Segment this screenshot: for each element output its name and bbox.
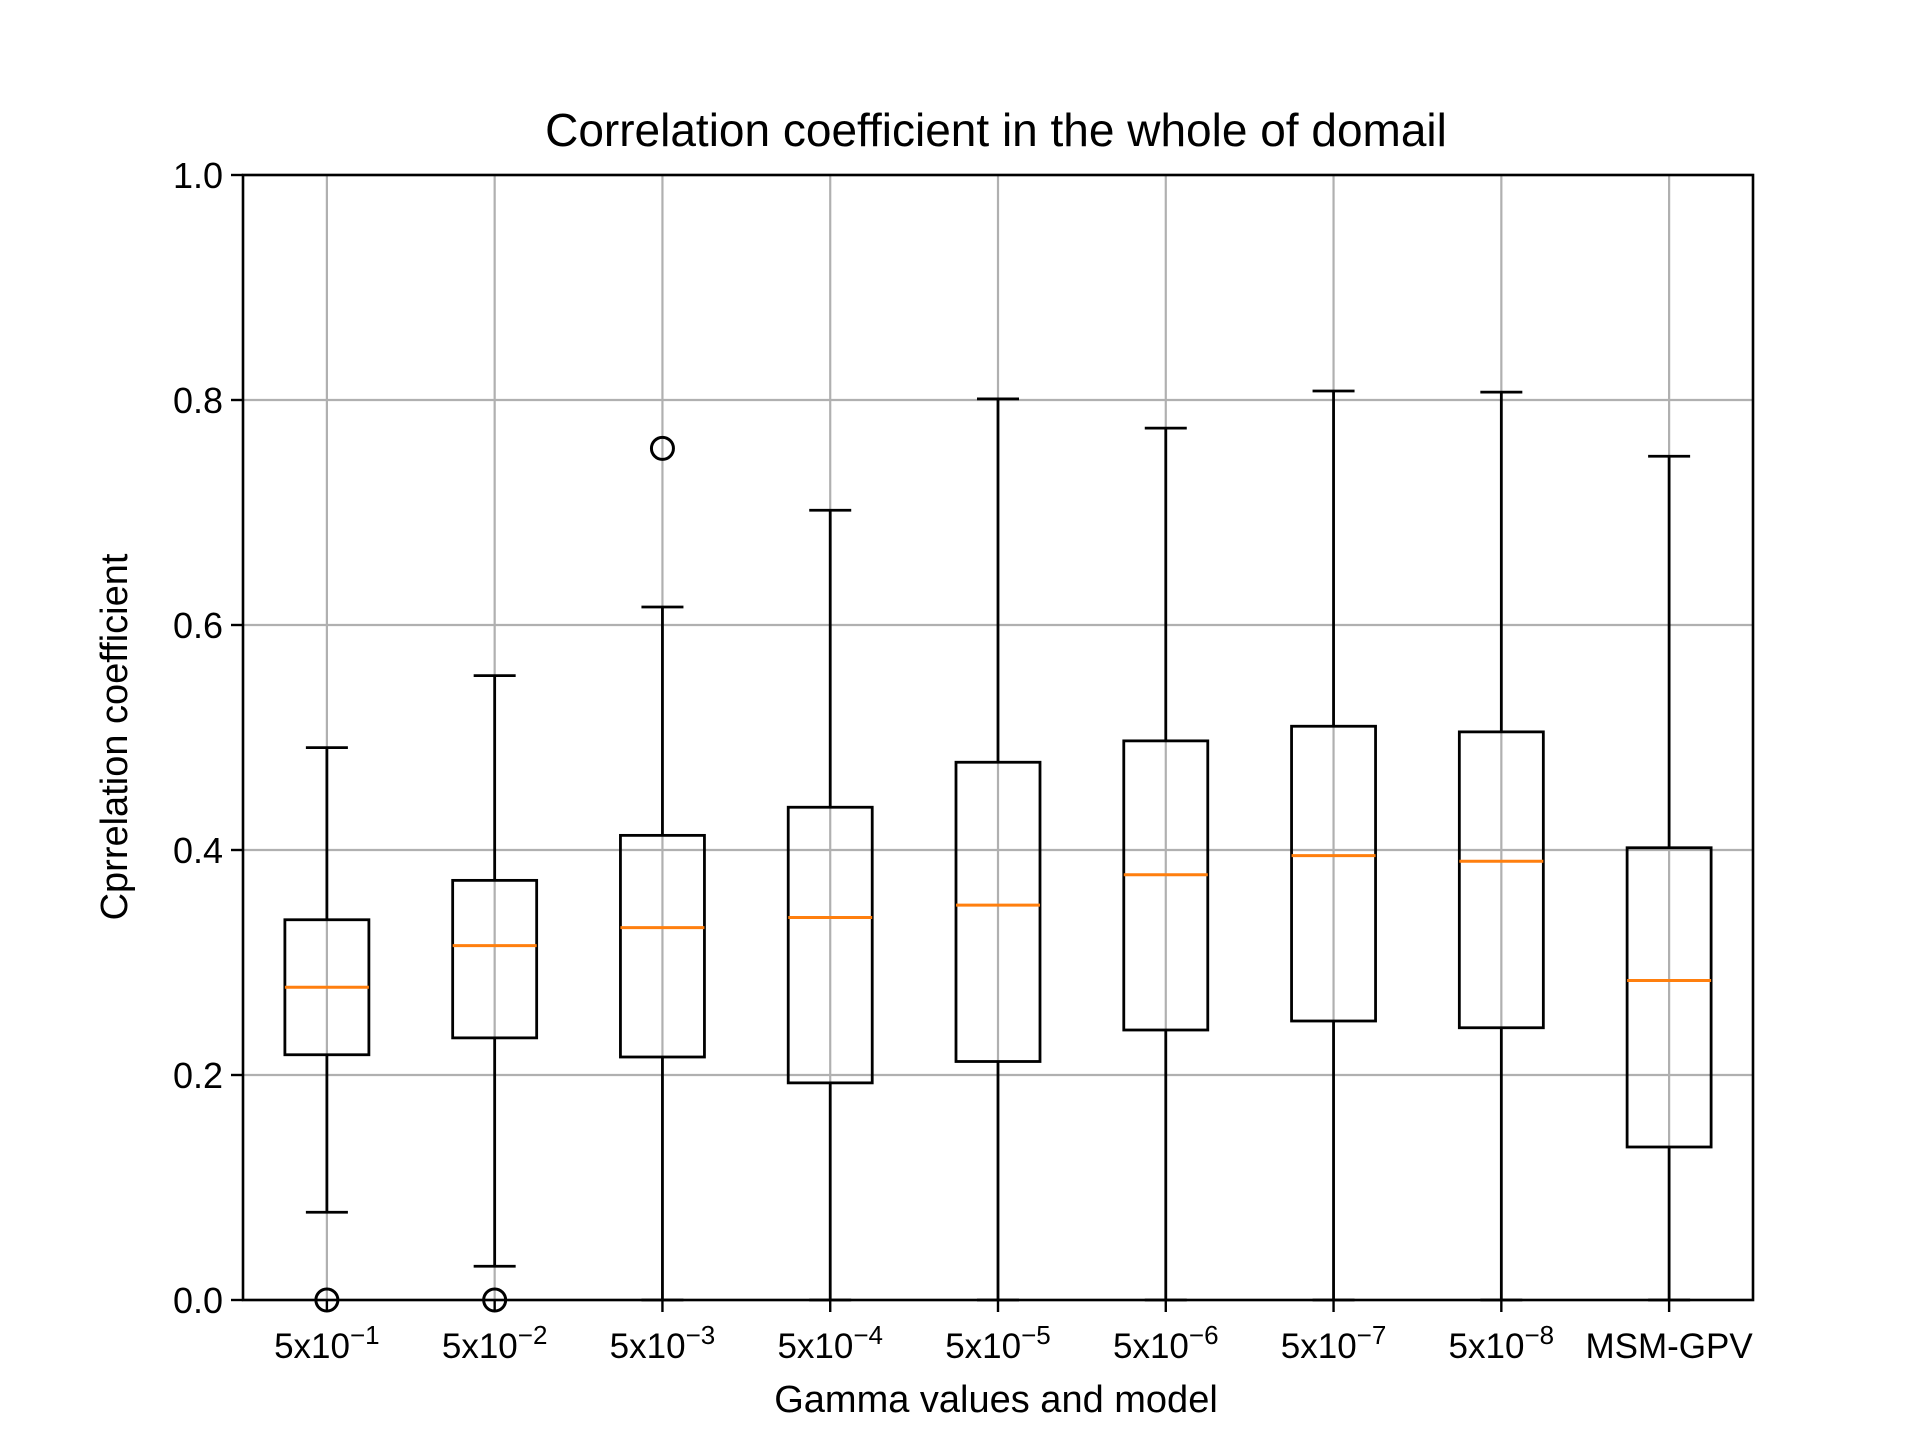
x-tick-label: 5x10−2 (442, 1320, 548, 1366)
y-tick-label: 1.0 (173, 155, 223, 196)
chart-title: Correlation coefficient in the whole of … (545, 104, 1447, 156)
box-iqr (1122, 739, 1210, 1032)
box-iqr (451, 878, 539, 1040)
box-iqr (619, 833, 706, 1059)
x-tick-label: 5x10−1 (274, 1320, 380, 1366)
x-tick-label: MSM-GPV (1585, 1327, 1753, 1366)
box-iqr (954, 760, 1042, 1063)
outlier-point (649, 435, 675, 461)
box-iqr (786, 805, 874, 1085)
x-tick-label: 5x10−6 (1113, 1320, 1219, 1366)
y-tick-label: 0.4 (173, 830, 223, 871)
y-tick-label: 0.2 (173, 1055, 223, 1096)
plot-frame (241, 173, 1755, 1302)
y-tick-label: 0.8 (173, 380, 223, 421)
x-axis-label: Gamma values and model (774, 1379, 1218, 1421)
axis-layer: 0.0 0.2 0.4 0.6 0.8 1.0 5x10−1 5x10−2 5x10−3 5x10… (173, 155, 1755, 1366)
x-tick-label: 5x10−3 (610, 1320, 716, 1366)
box-iqr (1625, 846, 1713, 1149)
x-tick-label: 5x10−7 (1281, 1320, 1387, 1366)
x-tick-label: 5x10−8 (1449, 1320, 1555, 1366)
y-tick-label: 0.0 (173, 1280, 223, 1321)
x-tick-label: 5x10−5 (945, 1320, 1051, 1366)
y-tick-label: 0.6 (173, 605, 223, 646)
box-iqr (1290, 724, 1377, 1023)
x-tick-label: 5x10−4 (777, 1320, 883, 1366)
box-iqr (1457, 730, 1545, 1030)
box-layer (283, 389, 1713, 1313)
y-axis-label: Cprrelation coefficient (94, 553, 136, 920)
